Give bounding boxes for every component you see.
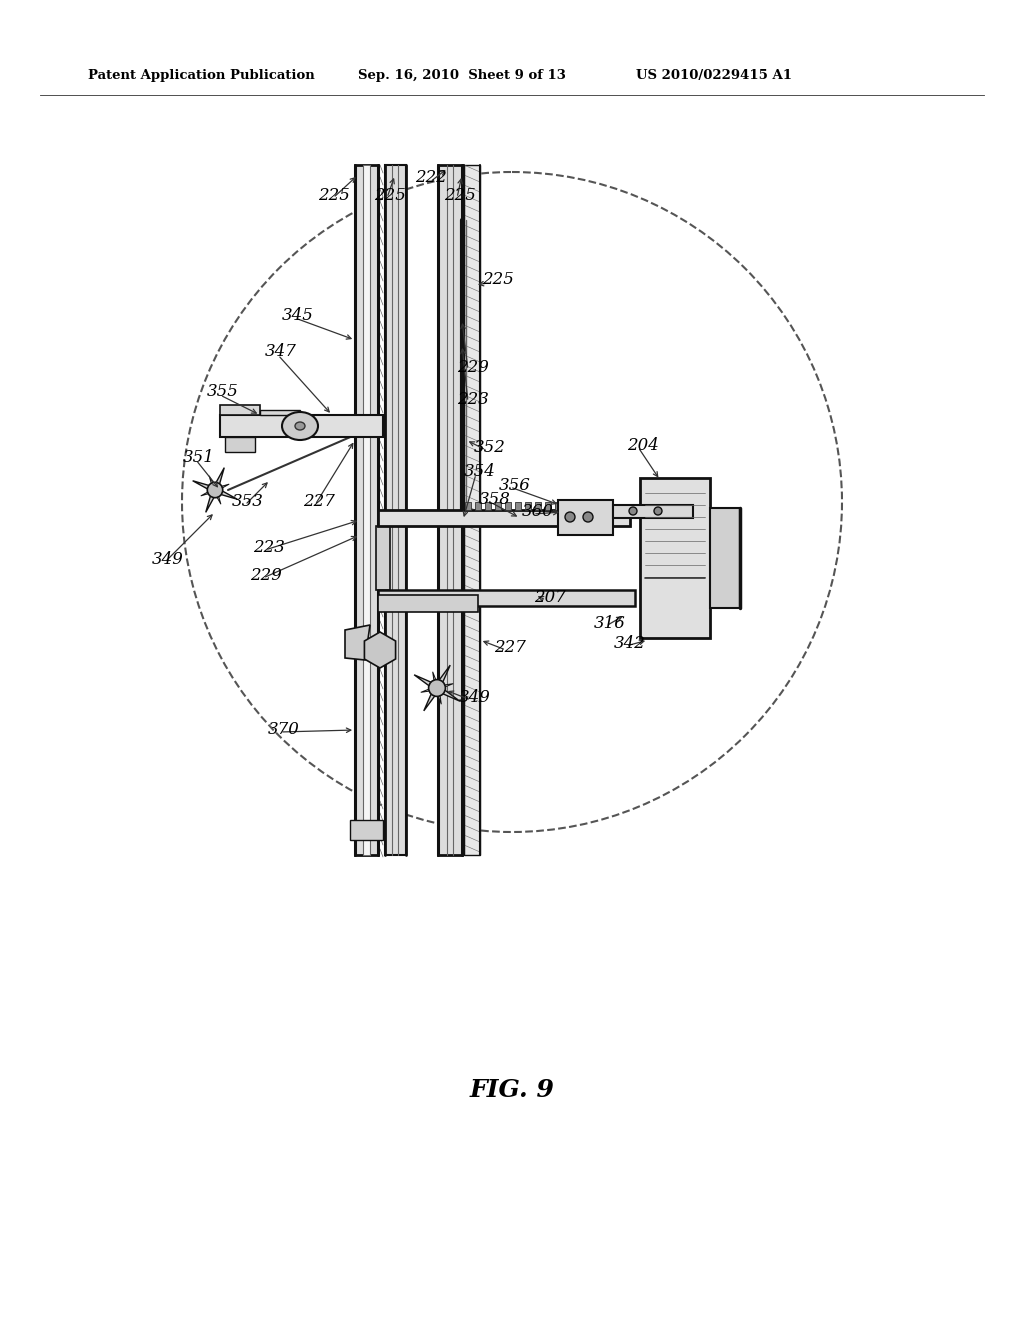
Polygon shape: [414, 675, 437, 688]
Polygon shape: [433, 672, 437, 688]
Polygon shape: [437, 688, 460, 701]
Polygon shape: [193, 480, 215, 490]
Polygon shape: [505, 502, 511, 510]
Text: 225: 225: [374, 186, 406, 203]
Polygon shape: [424, 688, 437, 711]
Text: 222: 222: [415, 169, 446, 186]
Text: 207: 207: [534, 590, 566, 606]
Polygon shape: [640, 478, 710, 638]
Text: 225: 225: [318, 186, 350, 203]
Text: 353: 353: [232, 494, 264, 511]
Text: 227: 227: [303, 494, 335, 511]
Circle shape: [629, 507, 637, 515]
Text: 229: 229: [457, 359, 488, 376]
Text: Patent Application Publication: Patent Application Publication: [88, 69, 314, 82]
Text: 351: 351: [183, 450, 215, 466]
Text: 223: 223: [457, 392, 488, 408]
Text: 223: 223: [253, 540, 285, 557]
Polygon shape: [378, 510, 630, 525]
Polygon shape: [438, 165, 462, 855]
Polygon shape: [260, 411, 300, 414]
Polygon shape: [465, 502, 471, 510]
Ellipse shape: [282, 412, 318, 440]
Text: 342: 342: [614, 635, 646, 652]
Polygon shape: [220, 405, 260, 414]
Polygon shape: [350, 820, 383, 840]
Polygon shape: [209, 475, 215, 490]
Polygon shape: [437, 665, 451, 688]
Polygon shape: [558, 500, 613, 535]
Circle shape: [565, 512, 575, 521]
Ellipse shape: [295, 422, 305, 430]
Polygon shape: [555, 502, 561, 510]
Polygon shape: [421, 688, 437, 693]
Polygon shape: [613, 506, 693, 517]
Circle shape: [207, 482, 222, 498]
Polygon shape: [345, 624, 370, 660]
Polygon shape: [385, 165, 406, 855]
Circle shape: [654, 507, 662, 515]
Polygon shape: [362, 165, 370, 855]
Text: US 2010/0229415 A1: US 2010/0229415 A1: [636, 69, 792, 82]
Polygon shape: [495, 502, 501, 510]
Polygon shape: [515, 502, 521, 510]
Text: 349: 349: [152, 552, 184, 569]
Polygon shape: [485, 502, 490, 510]
Polygon shape: [464, 165, 480, 855]
Polygon shape: [437, 688, 441, 705]
Text: 354: 354: [464, 463, 496, 480]
Polygon shape: [525, 502, 531, 510]
Text: 204: 204: [627, 437, 658, 454]
Text: FIG. 9: FIG. 9: [470, 1078, 554, 1102]
Text: 227: 227: [494, 639, 526, 656]
Polygon shape: [376, 525, 390, 590]
Text: 349: 349: [459, 689, 490, 706]
Polygon shape: [378, 595, 478, 612]
Polygon shape: [355, 165, 378, 855]
Text: 229: 229: [250, 568, 282, 585]
Text: 352: 352: [474, 440, 506, 457]
Polygon shape: [215, 484, 229, 490]
Circle shape: [583, 512, 593, 521]
Text: 225: 225: [444, 186, 476, 203]
Text: 347: 347: [265, 343, 297, 360]
Text: 316: 316: [594, 615, 626, 632]
Text: 358: 358: [479, 491, 511, 508]
Polygon shape: [535, 502, 541, 510]
Polygon shape: [215, 490, 221, 504]
Polygon shape: [206, 490, 215, 512]
Polygon shape: [215, 490, 238, 499]
Polygon shape: [225, 437, 255, 451]
Polygon shape: [215, 467, 224, 490]
Polygon shape: [437, 684, 454, 688]
Text: 370: 370: [268, 722, 300, 738]
Polygon shape: [365, 632, 395, 668]
Circle shape: [429, 680, 445, 697]
Text: 360: 360: [522, 503, 554, 520]
Text: 225: 225: [482, 272, 514, 289]
Text: Sep. 16, 2010  Sheet 9 of 13: Sep. 16, 2010 Sheet 9 of 13: [358, 69, 566, 82]
Polygon shape: [475, 502, 481, 510]
Text: 356: 356: [499, 477, 530, 494]
Text: 355: 355: [207, 384, 239, 400]
Polygon shape: [378, 590, 635, 606]
Polygon shape: [201, 490, 215, 496]
Polygon shape: [220, 414, 383, 437]
Polygon shape: [710, 508, 740, 609]
Text: 345: 345: [282, 308, 314, 325]
Polygon shape: [545, 502, 551, 510]
